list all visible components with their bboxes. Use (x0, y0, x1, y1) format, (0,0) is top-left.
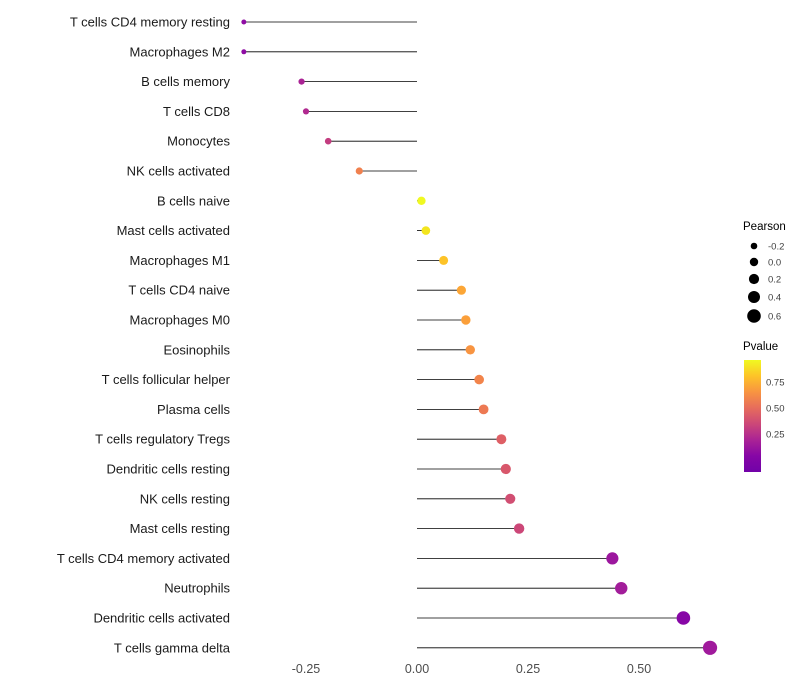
data-point[interactable] (615, 582, 628, 595)
lollipop-row: Mast cells resting (130, 521, 525, 536)
category-label: B cells naive (157, 193, 230, 208)
data-point[interactable] (505, 493, 516, 504)
lollipop-row: Dendritic cells activated (93, 611, 691, 626)
data-point[interactable] (465, 345, 475, 355)
category-label: Monocytes (167, 134, 230, 149)
size-legend-dot (749, 257, 759, 267)
data-point[interactable] (417, 196, 426, 205)
lollipop-row: T cells follicular helper (102, 372, 484, 387)
size-legend-label: 0.0 (768, 258, 781, 269)
category-label: Macrophages M1 (130, 253, 230, 268)
lollipop-row: T cells CD4 memory activated (57, 551, 619, 566)
data-point[interactable] (439, 255, 449, 265)
lollipop-row: T cells regulatory Tregs (95, 432, 507, 447)
size-legend-dot (748, 291, 760, 303)
lollipop-row: Eosinophils (164, 342, 475, 357)
category-label: Mast cells activated (117, 223, 230, 238)
data-point[interactable] (298, 78, 305, 85)
lollipop-row: B cells naive (157, 193, 426, 208)
data-point[interactable] (496, 434, 507, 445)
lollipop-row: T cells CD4 naive (128, 283, 466, 298)
data-point[interactable] (421, 226, 431, 235)
size-legend-dot (748, 273, 760, 285)
lollipop-row: T cells gamma delta (114, 640, 718, 655)
lollipop-row: Monocytes (167, 134, 417, 149)
lollipop-row: T cells CD8 (163, 104, 417, 119)
lollipop-row: Dendritic cells resting (106, 462, 511, 477)
data-point[interactable] (478, 404, 489, 415)
category-label: T cells CD8 (163, 104, 230, 119)
lollipop-row: Macrophages M2 (130, 44, 417, 59)
size-legend-label: 0.6 (768, 312, 781, 323)
x-tick-label: 0.25 (516, 662, 540, 676)
category-label: Macrophages M0 (130, 313, 230, 328)
category-label: T cells gamma delta (114, 640, 231, 655)
category-label: T cells CD4 naive (128, 283, 230, 298)
category-label: Dendritic cells resting (106, 462, 230, 477)
category-label: B cells memory (141, 74, 230, 89)
x-tick-label: 0.00 (405, 662, 429, 676)
category-label: T cells regulatory Tregs (95, 432, 230, 447)
data-point[interactable] (500, 463, 511, 475)
pvalue-legend-title: Pvalue (743, 341, 778, 353)
category-label: NK cells activated (127, 164, 230, 179)
category-label: T cells CD4 memory resting (70, 15, 230, 30)
lollipop-row: Mast cells activated (117, 223, 431, 238)
size-legend-label: 0.2 (768, 275, 781, 286)
data-point[interactable] (241, 19, 247, 25)
lollipop-row: Macrophages M0 (130, 313, 471, 328)
data-point[interactable] (676, 611, 691, 625)
lollipop-row: B cells memory (141, 74, 417, 89)
lollipop-row: NK cells activated (127, 164, 417, 179)
size-legend-label: 0.4 (768, 293, 781, 304)
data-point[interactable] (461, 315, 471, 325)
data-point[interactable] (302, 108, 310, 115)
pvalue-tick-label: 0.75 (766, 378, 785, 389)
size-legend-dot (747, 309, 761, 323)
data-point[interactable] (474, 374, 484, 385)
category-label: T cells CD4 memory activated (57, 551, 230, 566)
size-legend-label: -0.2 (768, 242, 784, 253)
category-label: Neutrophils (164, 581, 230, 596)
category-label: Mast cells resting (130, 521, 230, 536)
lollipop-row: NK cells resting (140, 491, 516, 506)
data-point[interactable] (513, 523, 525, 534)
lollipop-row: T cells CD4 memory resting (70, 15, 417, 30)
category-label: T cells follicular helper (102, 372, 231, 387)
pearson-legend-title: Pearson (743, 221, 786, 233)
category-label: NK cells resting (140, 491, 230, 506)
size-legend-dot (750, 242, 758, 250)
pvalue-tick-label: 0.50 (766, 404, 785, 415)
category-label: Plasma cells (157, 402, 230, 417)
category-label: Macrophages M2 (130, 44, 230, 59)
lollipop-row: Plasma cells (157, 402, 489, 417)
pvalue-gradient-bar (744, 360, 761, 472)
category-label: Eosinophils (164, 342, 231, 357)
data-point[interactable] (702, 640, 718, 655)
data-point[interactable] (355, 167, 363, 175)
category-label: Dendritic cells activated (93, 611, 230, 626)
x-tick-label: 0.50 (627, 662, 651, 676)
data-point[interactable] (606, 552, 619, 565)
data-point[interactable] (324, 137, 332, 145)
data-point[interactable] (241, 49, 247, 55)
data-point[interactable] (456, 285, 466, 295)
lollipop-row: Neutrophils (164, 581, 628, 596)
lollipop-row: Macrophages M1 (130, 253, 449, 268)
pvalue-tick-label: 0.25 (766, 430, 785, 441)
x-tick-label: -0.25 (292, 662, 321, 676)
